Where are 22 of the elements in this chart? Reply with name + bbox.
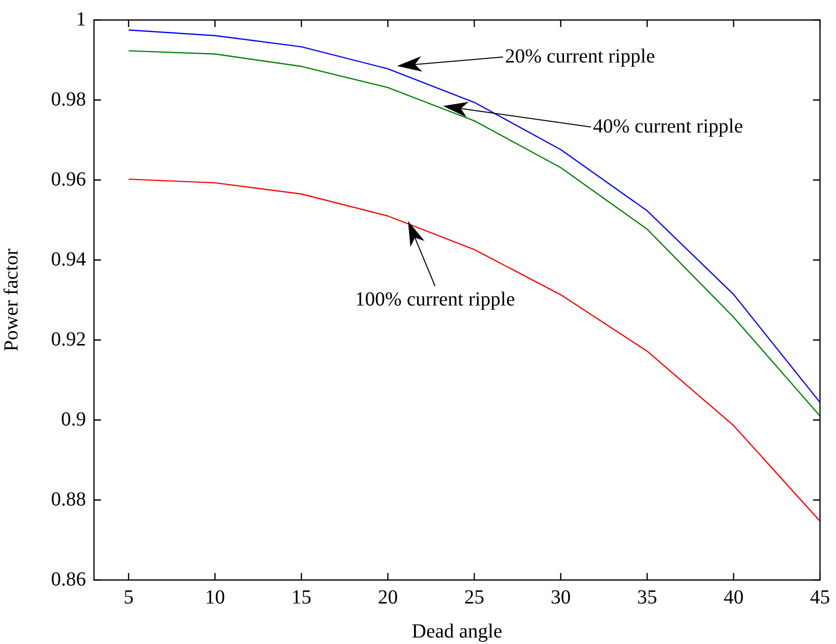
y-tick-label: 0.98 [51,88,86,110]
y-tick-label: 0.9 [61,408,86,430]
y-tick-label: 0.88 [51,488,86,510]
y-tick-label: 0.92 [51,328,86,350]
x-tick-label: 25 [464,586,484,608]
x-tick-label: 40 [724,586,744,608]
annotation: 40% current ripple [593,115,744,138]
x-tick-label: 10 [205,586,225,608]
x-tick-label: 5 [124,586,134,608]
x-tick-label: 20 [378,586,398,608]
x-tick-label: 45 [810,586,830,608]
x-tick-label: 15 [291,586,312,608]
y-tick-label: 0.96 [51,168,86,190]
annotation: 20% current ripple [505,45,656,68]
y-axis-title: Power factor [0,248,22,352]
y-tick-label: 0.86 [51,568,86,590]
x-tick-label: 35 [637,586,658,608]
x-tick-label: 30 [550,586,571,608]
annotation: 100% current ripple [355,288,516,310]
y-tick-label: 1 [76,8,86,30]
y-tick-label: 0.94 [51,248,86,270]
x-axis-title: Dead angle [412,620,502,642]
